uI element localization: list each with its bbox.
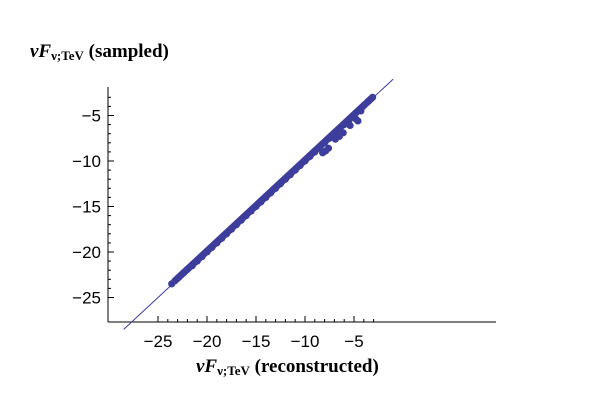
x-tick-label: −20 xyxy=(193,332,222,351)
data-point xyxy=(218,234,226,242)
data-point xyxy=(252,202,260,211)
data-point xyxy=(267,189,275,197)
data-point xyxy=(291,166,299,174)
data-point xyxy=(316,143,324,151)
data-point xyxy=(198,252,206,261)
data-point xyxy=(257,198,265,206)
data-point xyxy=(227,225,236,233)
data-points xyxy=(168,93,377,288)
data-point xyxy=(272,184,280,192)
data-point xyxy=(223,230,231,238)
x-axis-label-suffix: (reconstructed) xyxy=(249,356,379,377)
data-point xyxy=(203,248,211,256)
x-ticks: −25 −20 −15 −10 −5 xyxy=(144,316,375,351)
y-axis-label-prefix: νF xyxy=(30,41,52,62)
y-ticks: −25 −20 −15 −10 −5 xyxy=(72,96,114,308)
x-tick-label: −15 xyxy=(242,332,271,351)
y-axis-label: νFν;TeV (sampled) xyxy=(30,42,169,62)
x-tick-label: −10 xyxy=(291,332,320,351)
y-axis-label-subscript: ν;TeV xyxy=(51,48,84,63)
data-point xyxy=(262,193,270,201)
x-axis-label: νFν;TeV (reconstructed) xyxy=(196,357,379,377)
y-tick-label: −15 xyxy=(72,198,101,217)
data-point xyxy=(183,265,191,273)
data-point xyxy=(296,161,304,170)
x-tick-label: −25 xyxy=(144,332,173,351)
data-point xyxy=(357,107,365,115)
y-tick-label: −5 xyxy=(82,107,101,126)
y-axis-label-suffix: (sampled) xyxy=(83,41,169,62)
data-point xyxy=(193,257,201,265)
y-tick-label: −25 xyxy=(72,289,101,308)
data-point xyxy=(335,132,343,141)
data-point xyxy=(311,148,319,156)
data-point xyxy=(325,134,334,142)
data-point xyxy=(369,93,377,101)
data-point xyxy=(346,121,354,130)
data-point xyxy=(360,101,368,110)
data-point xyxy=(306,152,314,161)
axes: −25 −20 −15 −10 −5 −25 −20 −15 −10 −5 xyxy=(72,87,496,351)
data-point xyxy=(237,216,245,224)
data-point xyxy=(174,273,183,282)
x-axis-label-subscript: ν;TeV xyxy=(217,363,250,378)
data-point xyxy=(168,280,176,288)
data-point xyxy=(301,157,309,165)
y-tick-label: −20 xyxy=(72,243,101,262)
data-point xyxy=(247,207,255,215)
data-point xyxy=(340,121,348,129)
x-axis-label-prefix: νF xyxy=(196,356,218,377)
y-tick-label: −10 xyxy=(72,152,101,171)
data-point xyxy=(242,212,250,220)
data-point xyxy=(276,180,285,188)
data-point xyxy=(213,239,221,247)
data-point xyxy=(321,139,329,147)
data-point xyxy=(345,116,353,124)
data-point xyxy=(208,243,216,252)
data-point xyxy=(188,262,196,270)
data-point xyxy=(286,171,294,179)
data-point xyxy=(232,221,240,229)
data-point xyxy=(321,147,330,155)
x-tick-label: −5 xyxy=(344,332,363,351)
data-point xyxy=(354,117,362,125)
data-point xyxy=(281,175,289,183)
